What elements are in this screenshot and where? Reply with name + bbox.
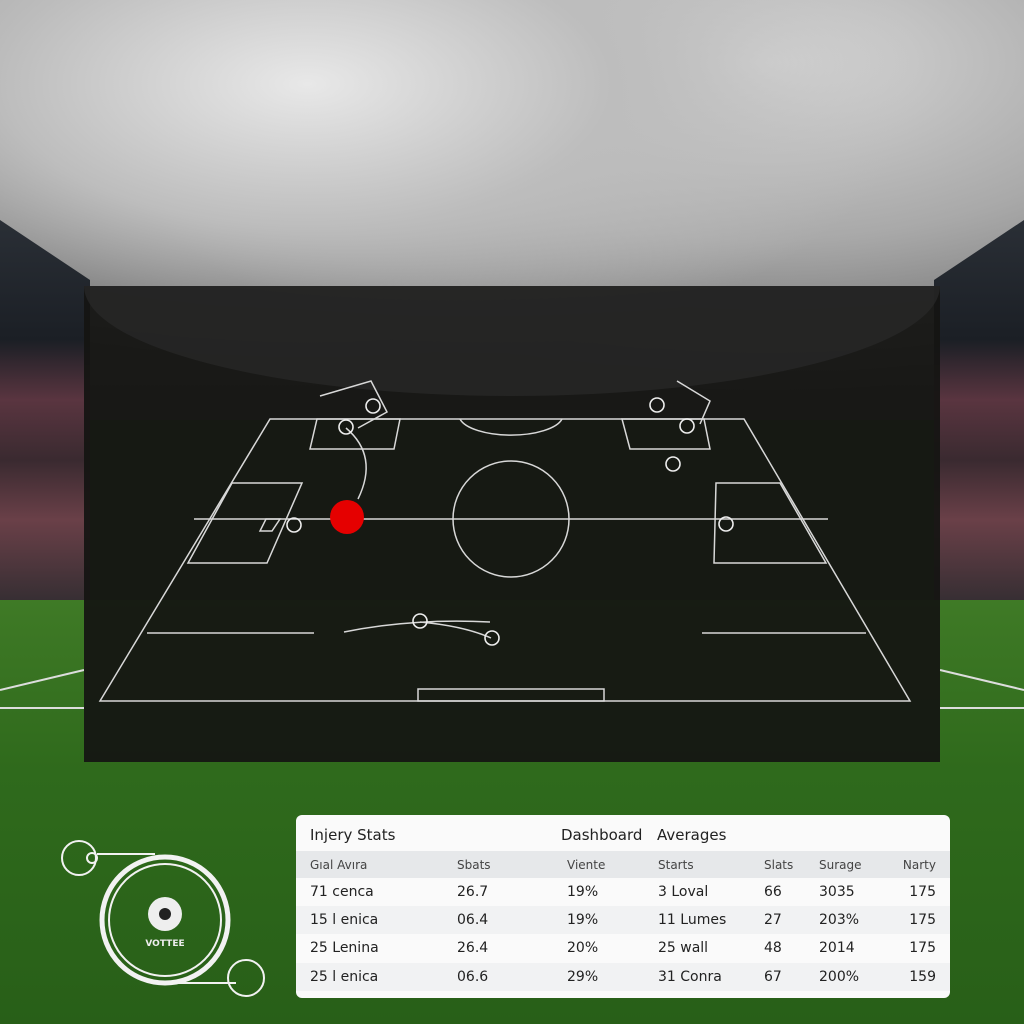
player-markers — [286, 397, 734, 646]
stadium-stand-right — [934, 220, 1024, 620]
run-arrow-3 — [419, 621, 492, 639]
table-cell: 06.6 — [457, 969, 489, 985]
table-cell: 3 Loval — [658, 884, 709, 900]
player-marker — [718, 516, 734, 532]
player-marker — [679, 418, 695, 434]
table-row: 15 l enica 06.4 19% 11 Lumes 27 203% 175 — [296, 906, 950, 934]
dashboard-label: Dashboard — [561, 826, 643, 844]
table-cell: 159 — [909, 969, 936, 985]
pitch-diagram — [98, 380, 912, 702]
table-cell: 19% — [567, 912, 599, 928]
right-top-box — [621, 418, 711, 450]
play-arrow-1 — [319, 380, 389, 429]
logo-text: VOTTEE — [145, 939, 184, 949]
player-marker — [665, 456, 681, 472]
table-cell: 175 — [909, 940, 936, 956]
table-cell: 71 cenca — [310, 884, 374, 900]
player-marker — [365, 398, 381, 414]
table-cell: 200% — [819, 969, 860, 985]
table-row: 71 cenca 26.7 19% 3 Loval 66 3035 175 — [296, 878, 950, 906]
table-cell: 203% — [819, 912, 860, 928]
pitch-outline — [98, 418, 912, 702]
table-cell: 31 Conra — [658, 969, 722, 985]
table-cell: 175 — [909, 884, 936, 900]
player-marker — [286, 517, 302, 533]
player-marker — [412, 613, 428, 629]
left-penalty-box — [186, 482, 304, 564]
column-header[interactable]: Narty — [902, 857, 936, 872]
column-header[interactable]: Starts — [658, 857, 694, 872]
player-marker — [484, 630, 500, 646]
column-header[interactable]: Sbats — [457, 857, 491, 872]
table-cell: 175 — [909, 912, 936, 928]
play-arrow-2 — [676, 380, 711, 425]
table-cell: 26.4 — [457, 940, 489, 956]
table-cell: 06.4 — [457, 912, 489, 928]
center-circle — [452, 460, 570, 578]
tactics-board-panel — [84, 286, 940, 762]
table-cell: 67 — [764, 969, 782, 985]
table-title: Injery Stats — [310, 826, 396, 844]
table-cell: 2014 — [819, 940, 855, 956]
table-cell: 15 l enica — [310, 912, 379, 928]
table-cell: 27 — [764, 912, 782, 928]
left-top-box — [309, 418, 401, 450]
stadium-stand-left — [0, 220, 90, 620]
table-cell: 3035 — [819, 884, 855, 900]
table-row: 25 Lenina 26.4 20% 25 wall 48 2014 175 — [296, 934, 950, 962]
table-cell: 48 — [764, 940, 782, 956]
injury-stats-table: Injery Stats Dashboard Averages Gıal Avı… — [296, 815, 950, 998]
table-cell: 20% — [567, 940, 599, 956]
team-logo: VOTTEE — [50, 830, 280, 1014]
column-header[interactable]: Surage — [819, 857, 862, 872]
table-cell: 19% — [567, 884, 599, 900]
column-header[interactable]: Slats — [764, 857, 794, 872]
top-arc — [459, 418, 563, 436]
table-cell: 29% — [567, 969, 599, 985]
run-arrow-1 — [345, 427, 367, 500]
left-goal-box — [258, 518, 282, 532]
ball-marker — [330, 500, 364, 534]
run-arrow-2 — [343, 620, 491, 633]
player-marker — [338, 419, 354, 435]
table-row: 25 l enica 06.6 29% 31 Conra 67 200% 159 — [296, 963, 950, 991]
table-cell: 25 Lenina — [310, 940, 379, 956]
column-header[interactable]: Gıal Avıra — [310, 857, 368, 872]
table-cell: 25 wall — [658, 940, 709, 956]
column-header[interactable]: Viente — [567, 857, 606, 872]
player-marker — [649, 397, 665, 413]
table-header: Gıal Avıra Sbats Viente Starts Slats Sur… — [296, 851, 950, 878]
table-cell: 25 l enica — [310, 969, 379, 985]
table-cell: 11 Lumes — [658, 912, 727, 928]
averages-label: Averages — [657, 826, 727, 844]
bottom-goal-box — [417, 688, 605, 702]
table-cell: 26.7 — [457, 884, 489, 900]
right-penalty-box — [713, 482, 828, 564]
table-cell: 66 — [764, 884, 782, 900]
